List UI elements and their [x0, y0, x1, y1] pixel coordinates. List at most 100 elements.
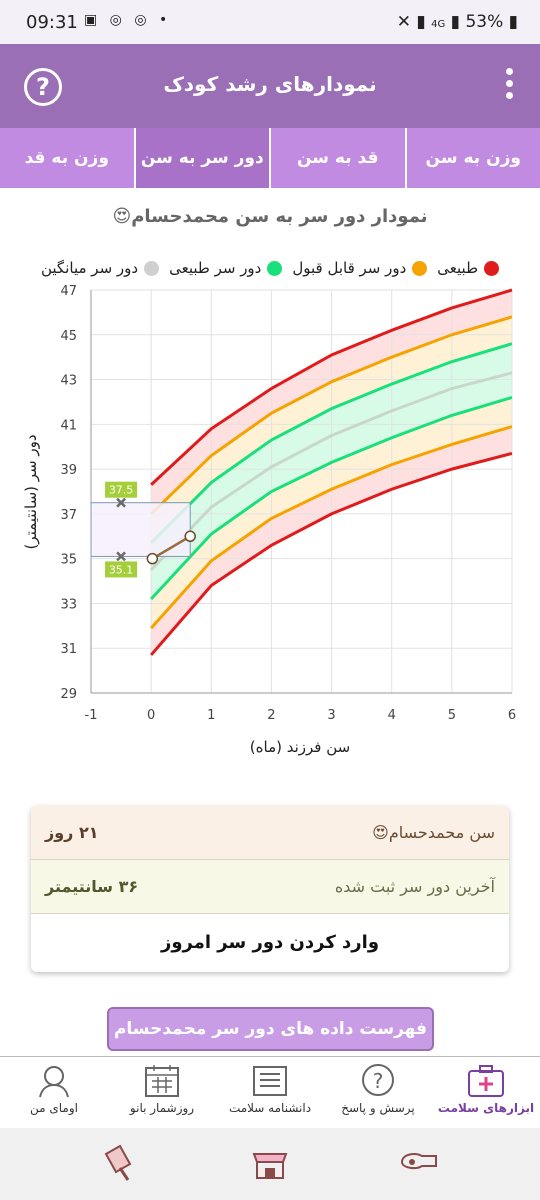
x-tick-label: 6: [508, 708, 516, 723]
app-bar: ? نمودارهای رشد کودک: [0, 44, 540, 128]
y-tick-label: 39: [60, 463, 77, 478]
child-measure-point: [184, 530, 196, 543]
legend-label: دور سر طبیعی: [169, 259, 262, 277]
status-bar: 09:31 ▣ ◎ ◎ • ✕ ▮ 4G ▮ 53% ▮: [0, 0, 540, 44]
chart-band: [151, 316, 512, 543]
tab-weight-height[interactable]: وزن به قد: [24, 148, 109, 168]
tab-weight-age[interactable]: وزن به سن: [404, 128, 540, 188]
x-tick-label: 2: [267, 708, 275, 723]
mute-icon: ✕: [396, 12, 411, 32]
x-tick-label: 3: [327, 708, 335, 723]
signal-icon: ▮: [416, 12, 426, 32]
chart-band: [151, 343, 512, 570]
last-measure-label: آخرین دور سر ثبت شده: [334, 877, 495, 896]
legend-dot: [412, 260, 428, 276]
y-tick-label: 29: [60, 687, 77, 702]
y-tick-label: 35: [60, 553, 77, 568]
range-marker: [116, 497, 126, 508]
child-measure-line: [151, 535, 191, 560]
chart-band: [151, 290, 512, 514]
x-tick-label: 0: [147, 708, 155, 723]
y-tick-label: 47: [60, 284, 77, 299]
nav-encyclopedia[interactable]: دانشنامه سلامت: [220, 1057, 320, 1128]
help-icon[interactable]: ?: [24, 68, 62, 106]
status-right: ✕ ▮ 4G ▮ 53% ▮: [397, 12, 518, 32]
x-tick-label: 4: [388, 708, 396, 723]
child-measure-point: [146, 552, 159, 565]
health-tools-icon: [468, 1065, 504, 1097]
x-tick-label: -1: [85, 708, 98, 723]
ice-cream-icon[interactable]: [96, 1140, 140, 1184]
app-title: نمودارهای رشد کودک: [163, 72, 377, 96]
y-tick-label: 33: [60, 597, 77, 612]
calendar-icon: [145, 1065, 179, 1097]
percentile-curve: [150, 315, 513, 515]
status-time: 09:31: [26, 12, 78, 33]
legend-label: دور سر قابل قبول: [292, 259, 407, 277]
shop-icon[interactable]: [248, 1140, 292, 1184]
info-card: سن محمدحسام😍 ۲۱ روز آخرین دور سر ثبت شده…: [31, 806, 509, 972]
percentile-curve: [150, 288, 513, 486]
y-tick-label: 45: [60, 329, 77, 344]
svg-text:?: ?: [373, 1069, 384, 1093]
x-tick-label: 5: [448, 708, 456, 723]
notification-icons: ▣ ◎ ◎ •: [84, 12, 172, 28]
range-marker: [116, 551, 126, 562]
tab-height-age[interactable]: قد به سن: [269, 128, 405, 188]
y-tick-label: 37: [60, 508, 77, 523]
nav-label: اومای من: [30, 1101, 78, 1115]
legend-item-healthy[interactable]: دور سر طبیعی: [169, 256, 283, 280]
data-list-button[interactable]: فهرست داده های دور سر محمدحسام😍: [107, 1007, 434, 1079]
chart-legend: طبیعی دور سر قابل قبول دور سر طبیعی دور …: [0, 256, 540, 280]
legend-label: دور سر میانگین: [40, 259, 139, 277]
age-row: سن محمدحسام😍 ۲۱ روز: [31, 806, 509, 860]
nav-label: ابزارهای سلامت: [437, 1101, 535, 1115]
legend-item-average[interactable]: دور سر میانگین: [40, 256, 160, 280]
nav-label: روزشمار بانو: [129, 1101, 195, 1115]
range-low-label: 35.1: [109, 563, 134, 576]
y-tick-label: 31: [60, 642, 77, 657]
nav-label: پرسش و پاسخ: [341, 1101, 415, 1115]
pacifier-icon[interactable]: [398, 1140, 442, 1184]
percentile-curve: [150, 396, 513, 600]
legend-label: طبیعی: [437, 259, 479, 277]
percentile-curve: [150, 371, 513, 571]
x-tick-label: 1: [207, 708, 215, 723]
signal-icon-2: ▮: [450, 12, 461, 32]
question-icon: ?: [362, 1064, 394, 1096]
range-low-badge: [105, 561, 138, 578]
secondary-bar: [0, 1128, 540, 1200]
chart-band: [151, 426, 512, 655]
overflow-menu-icon[interactable]: [504, 68, 514, 108]
nav-health-tools[interactable]: ابزارهای سلامت: [436, 1057, 536, 1128]
encyclopedia-icon: [253, 1066, 287, 1096]
nav-qa[interactable]: ? پرسش و پاسخ: [328, 1057, 428, 1128]
y-tick-label: 43: [60, 374, 77, 389]
enter-today-button[interactable]: وارد کردن دور سر امروز: [160, 932, 380, 953]
nav-calendar[interactable]: روزشمار بانو: [112, 1057, 212, 1128]
last-measure-row: آخرین دور سر ثبت شده ۳۶ سانتیمتر: [31, 860, 509, 914]
chart-title: نمودار دور سر به سن محمدحسام😍: [112, 206, 428, 227]
legend-item-normal[interactable]: طبیعی: [437, 256, 500, 280]
tab-head-age[interactable]: دور سر به سن: [133, 128, 269, 188]
x-axis-label: سن فرزند (ماه): [250, 738, 350, 756]
legend-dot: [144, 260, 160, 276]
nav-label: دانشنامه سلامت: [228, 1101, 312, 1115]
percentile-curve: [150, 451, 513, 656]
y-tick-label: 41: [60, 418, 77, 433]
range-high-label: 37.5: [109, 484, 134, 497]
profile-icon: [39, 1066, 69, 1098]
battery-percent: 53%: [465, 12, 504, 32]
age-value: ۲۱ روز: [45, 823, 99, 842]
chart-band: [151, 372, 512, 599]
legend-dot: [267, 260, 283, 276]
range-high-badge: [105, 481, 138, 498]
last-measure-value: ۳۶ سانتیمتر: [45, 877, 139, 896]
y-axis-label: دور سر (سانتیمتر): [22, 434, 40, 549]
age-label: سن محمدحسام😍: [372, 823, 495, 842]
chart-band: [151, 397, 512, 629]
legend-dot: [484, 260, 500, 276]
nav-profile[interactable]: اومای من: [4, 1057, 104, 1128]
legend-item-acceptable[interactable]: دور سر قابل قبول: [292, 256, 428, 280]
